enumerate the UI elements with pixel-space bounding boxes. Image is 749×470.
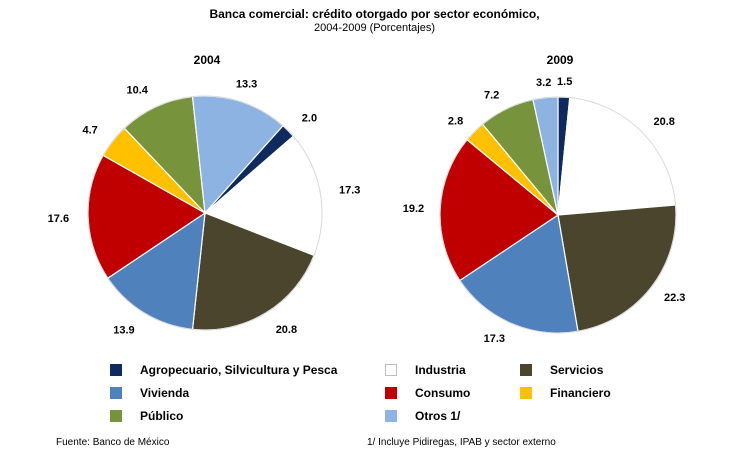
data-label: 4.7 (83, 124, 98, 136)
data-label: 10.4 (126, 85, 148, 97)
data-label: 17.6 (48, 213, 69, 225)
data-label: 20.8 (276, 324, 297, 336)
data-label: 22.3 (664, 292, 685, 304)
data-label: 17.3 (339, 185, 360, 197)
pie-title: 2004 (194, 53, 221, 67)
source-note: Fuente: Banco de México (56, 437, 170, 448)
pie-outline (87, 95, 323, 331)
pie-2004: 2004 2.0 17.3 20.8 13.9 17.6 4.7 10.4 13.3 (48, 53, 361, 336)
footnote: 1/ Incluye Pidiregas, IPAB y sector exte… (367, 437, 556, 448)
data-label: 17.3 (484, 333, 505, 345)
pie-outline (439, 96, 677, 334)
pie-2009: 2009 1.5 20.8 22.3 17.3 19.2 2.8 7.2 3.2 (403, 53, 686, 345)
chart-title: Banca comercial: crédito otorgado por se… (209, 7, 540, 21)
data-label: 13.9 (113, 324, 134, 336)
data-label: 20.8 (654, 116, 675, 128)
data-label: 19.2 (403, 203, 424, 215)
data-label: 7.2 (484, 90, 499, 102)
data-label: 2.8 (448, 115, 463, 127)
data-label: 3.2 (536, 77, 551, 89)
data-label: 1.5 (557, 76, 572, 88)
chart-subtitle: 2004-2009 (Porcentajes) (313, 22, 436, 34)
data-label: 2.0 (302, 112, 317, 124)
pie-slice (557, 204, 677, 332)
data-label: 13.3 (236, 79, 257, 91)
pie-title: 2009 (547, 53, 574, 67)
